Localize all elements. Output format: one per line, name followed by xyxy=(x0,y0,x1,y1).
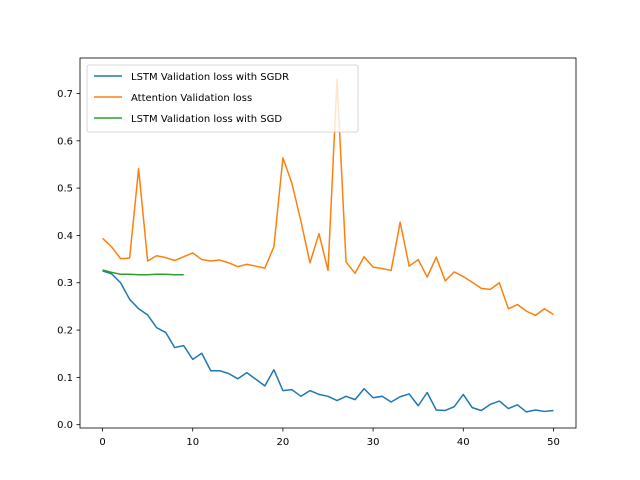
y-tick-label: 0.0 xyxy=(57,420,73,431)
legend-label-sgd: LSTM Validation loss with SGD xyxy=(131,114,282,125)
x-tick-label: 30 xyxy=(367,437,380,448)
y-tick-label: 0.1 xyxy=(57,373,73,384)
y-tick-label: 0.5 xyxy=(57,184,73,195)
x-tick-label: 50 xyxy=(547,437,560,448)
legend: LSTM Validation loss with SGDR Attention… xyxy=(86,64,359,133)
y-tick-label: 0.3 xyxy=(57,278,73,289)
y-tick-label: 0.2 xyxy=(57,326,73,337)
y-tick-label: 0.7 xyxy=(57,89,73,100)
series-layer xyxy=(102,78,554,413)
legend-label-sgdr: LSTM Validation loss with SGDR xyxy=(131,72,289,83)
x-tick-label: 20 xyxy=(277,437,290,448)
y-tick-label: 0.6 xyxy=(57,136,73,147)
plot-frame xyxy=(79,57,577,429)
x-tick-label: 0 xyxy=(99,437,105,448)
y-axis: 0.0 0.1 0.2 0.3 0.4 0.5 0.6 0.7 xyxy=(57,89,80,431)
legend-box xyxy=(86,64,359,133)
series-line-sgd xyxy=(102,269,184,276)
y-tick-label: 0.4 xyxy=(57,231,73,242)
series-line-attention xyxy=(102,78,554,317)
legend-label-attention: Attention Validation loss xyxy=(131,93,252,104)
x-tick-label: 10 xyxy=(186,437,199,448)
x-axis: 0 10 20 30 40 50 xyxy=(99,428,560,448)
x-tick-label: 40 xyxy=(457,437,470,448)
series-line-sgdr xyxy=(102,270,554,413)
